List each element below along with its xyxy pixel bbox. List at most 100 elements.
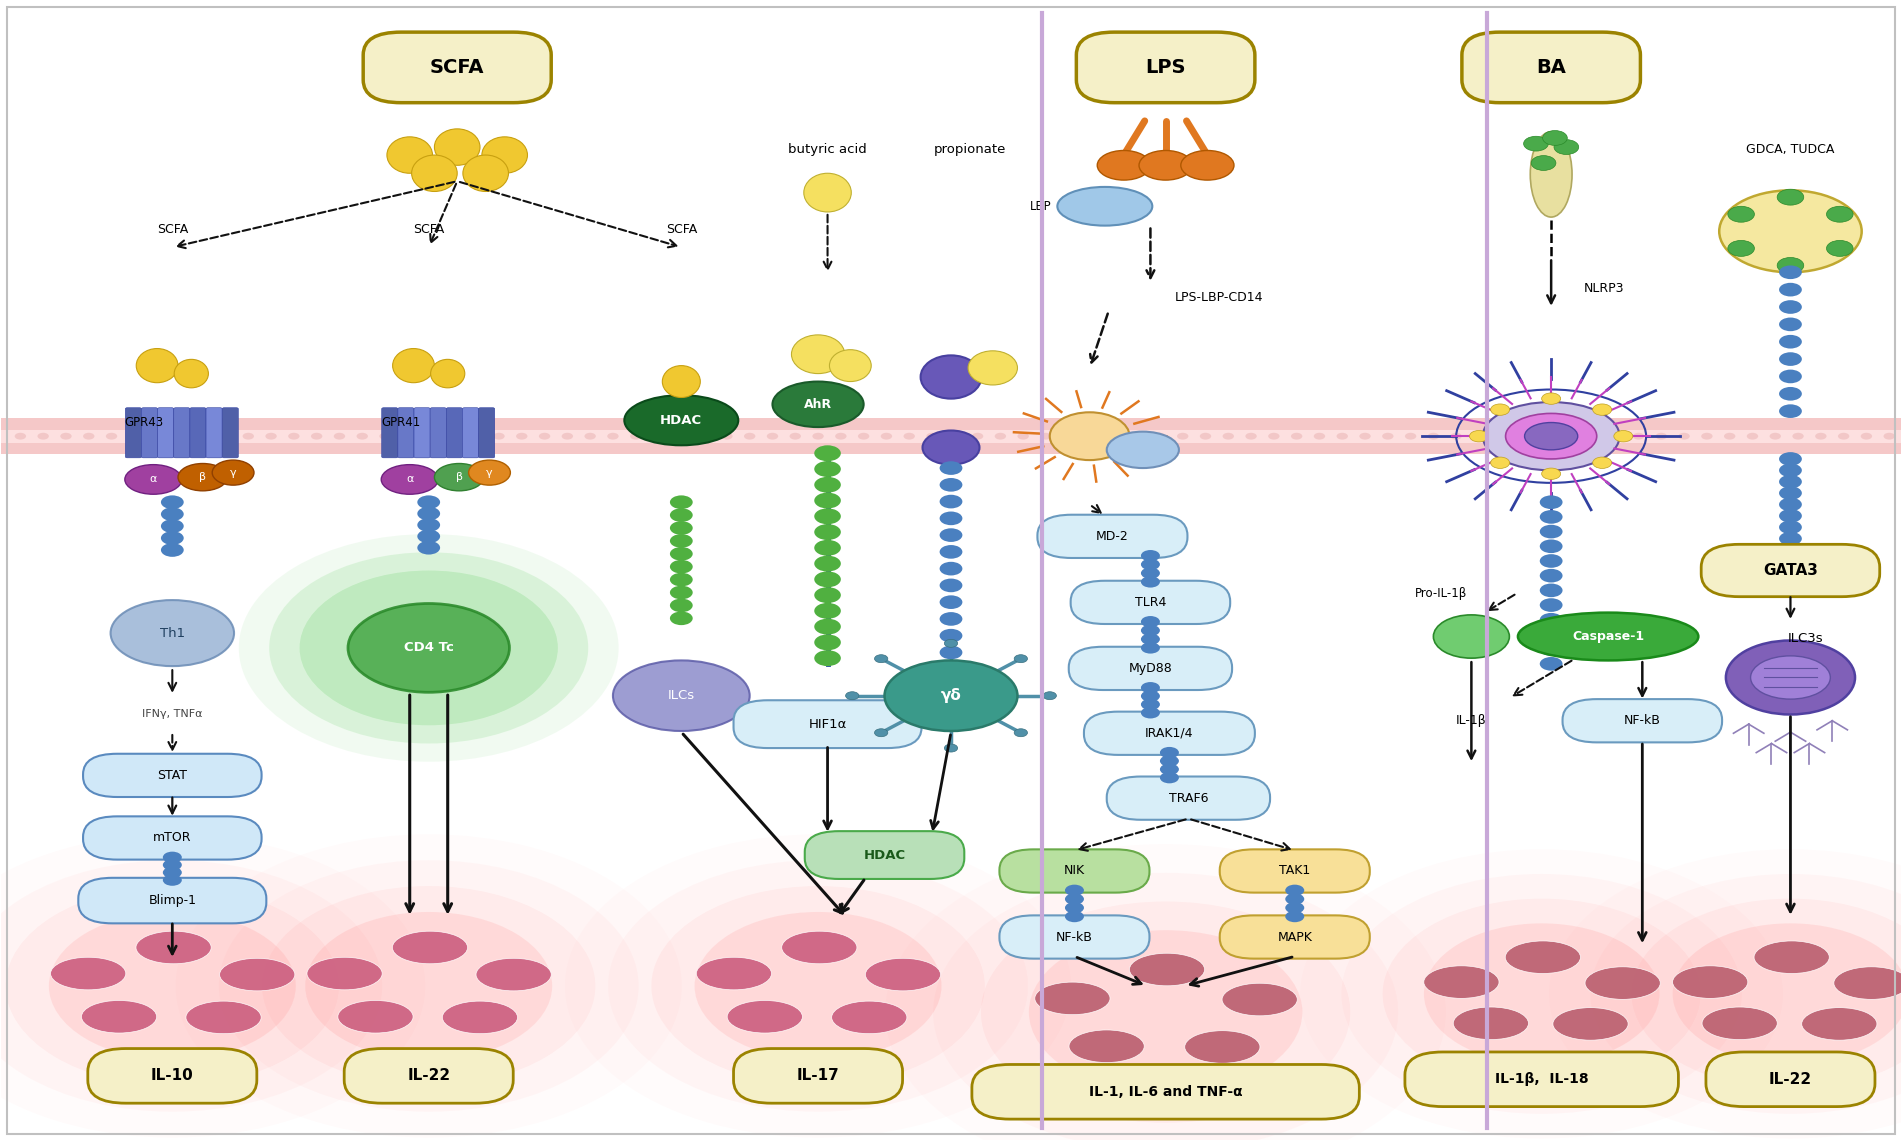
Text: TAK1: TAK1 [1280, 865, 1310, 877]
Ellipse shape [1223, 984, 1297, 1015]
Ellipse shape [1451, 432, 1463, 439]
Ellipse shape [411, 155, 456, 192]
Text: β: β [456, 472, 462, 483]
FancyBboxPatch shape [87, 1049, 257, 1103]
Text: IL-1β: IL-1β [1457, 714, 1487, 727]
Ellipse shape [515, 432, 527, 439]
Ellipse shape [1470, 430, 1489, 442]
Ellipse shape [772, 381, 864, 427]
Circle shape [1141, 698, 1160, 710]
Circle shape [934, 873, 1398, 1141]
Ellipse shape [875, 729, 888, 737]
Circle shape [1141, 550, 1160, 561]
Ellipse shape [152, 432, 164, 439]
Circle shape [1541, 495, 1563, 509]
Ellipse shape [107, 432, 118, 439]
Ellipse shape [630, 432, 641, 439]
Circle shape [1141, 616, 1160, 628]
Ellipse shape [15, 432, 27, 439]
Ellipse shape [1826, 241, 1853, 257]
Ellipse shape [1525, 422, 1579, 450]
Ellipse shape [1609, 432, 1621, 439]
FancyBboxPatch shape [1219, 849, 1369, 892]
FancyBboxPatch shape [1706, 1052, 1875, 1107]
Circle shape [1590, 874, 1902, 1114]
Ellipse shape [945, 744, 957, 752]
Ellipse shape [175, 359, 209, 388]
Circle shape [814, 650, 841, 666]
Circle shape [1425, 923, 1659, 1065]
FancyBboxPatch shape [415, 407, 430, 458]
Ellipse shape [903, 432, 915, 439]
Text: NIK: NIK [1063, 865, 1084, 877]
Ellipse shape [1177, 432, 1189, 439]
Text: Th1: Th1 [160, 626, 184, 640]
Text: Caspase-1: Caspase-1 [1573, 630, 1643, 644]
Circle shape [981, 901, 1350, 1123]
Ellipse shape [1314, 432, 1326, 439]
Ellipse shape [1132, 432, 1143, 439]
Circle shape [301, 570, 557, 726]
Ellipse shape [1434, 615, 1510, 658]
Circle shape [1141, 633, 1160, 645]
Circle shape [162, 543, 184, 557]
Text: TRAF6: TRAF6 [1168, 792, 1208, 804]
Ellipse shape [1058, 187, 1153, 226]
Text: α: α [150, 475, 158, 485]
Circle shape [609, 860, 1027, 1111]
Circle shape [670, 573, 692, 586]
Ellipse shape [1383, 432, 1394, 439]
Circle shape [162, 532, 184, 545]
Text: SCFA: SCFA [413, 222, 445, 235]
Circle shape [1286, 911, 1305, 922]
Ellipse shape [1727, 207, 1754, 222]
Ellipse shape [1185, 1030, 1259, 1063]
Ellipse shape [348, 604, 510, 693]
Ellipse shape [137, 348, 179, 382]
Circle shape [1341, 874, 1742, 1114]
Ellipse shape [1491, 404, 1510, 415]
Ellipse shape [333, 432, 344, 439]
Ellipse shape [1588, 432, 1600, 439]
Ellipse shape [1723, 432, 1735, 439]
Text: NF-kB: NF-kB [1056, 931, 1094, 944]
Ellipse shape [126, 464, 183, 494]
Ellipse shape [744, 432, 755, 439]
FancyBboxPatch shape [734, 1049, 903, 1103]
FancyBboxPatch shape [190, 407, 205, 458]
Ellipse shape [1592, 458, 1611, 469]
Circle shape [670, 599, 692, 613]
Circle shape [1778, 486, 1801, 500]
Circle shape [940, 528, 962, 542]
Ellipse shape [1719, 191, 1862, 273]
Ellipse shape [1014, 655, 1027, 663]
Text: LPS: LPS [1145, 58, 1185, 76]
Ellipse shape [1069, 1030, 1145, 1062]
Ellipse shape [175, 432, 186, 439]
Circle shape [6, 887, 339, 1086]
Ellipse shape [607, 432, 618, 439]
Circle shape [940, 461, 962, 475]
Ellipse shape [884, 661, 1018, 731]
Ellipse shape [805, 173, 852, 212]
Text: β: β [200, 472, 205, 483]
Ellipse shape [538, 432, 550, 439]
Ellipse shape [1776, 189, 1803, 205]
Circle shape [417, 495, 439, 509]
Text: IFNγ, TNFα: IFNγ, TNFα [143, 709, 204, 719]
Ellipse shape [221, 432, 232, 439]
FancyBboxPatch shape [972, 1065, 1360, 1119]
Ellipse shape [493, 432, 504, 439]
Ellipse shape [430, 359, 464, 388]
Ellipse shape [1506, 413, 1598, 459]
Circle shape [1778, 370, 1801, 383]
Ellipse shape [921, 355, 981, 398]
Circle shape [1141, 576, 1160, 588]
Text: GPR43: GPR43 [126, 416, 164, 429]
Ellipse shape [1531, 131, 1573, 217]
Circle shape [1632, 899, 1902, 1090]
Ellipse shape [865, 958, 941, 990]
Circle shape [940, 646, 962, 659]
Ellipse shape [1565, 432, 1577, 439]
Circle shape [304, 912, 552, 1060]
